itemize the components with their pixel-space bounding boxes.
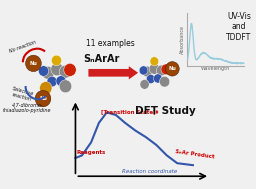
Text: No reaction: No reaction [9, 40, 37, 54]
Circle shape [47, 76, 57, 87]
Text: [Transition State]‡: [Transition State]‡ [101, 109, 158, 114]
Text: Absorbance: Absorbance [180, 25, 185, 54]
Circle shape [159, 76, 170, 87]
Text: Nu: Nu [29, 61, 37, 66]
Circle shape [59, 80, 72, 93]
Circle shape [51, 55, 61, 66]
Text: Wavelength: Wavelength [201, 67, 230, 71]
Text: Nu: Nu [168, 66, 176, 71]
Circle shape [165, 62, 179, 76]
Text: UV-Vis
and
TDDFT: UV-Vis and TDDFT [226, 12, 251, 42]
Text: Selective
reaction: Selective reaction [10, 86, 35, 102]
Circle shape [51, 63, 63, 76]
Text: Nu: Nu [39, 96, 47, 101]
Circle shape [149, 64, 159, 74]
Text: 11 examples: 11 examples [86, 40, 135, 48]
Circle shape [26, 55, 41, 72]
Text: SₙArAr: SₙArAr [84, 54, 120, 64]
Circle shape [38, 66, 49, 76]
Circle shape [140, 80, 149, 89]
Circle shape [150, 57, 159, 66]
Circle shape [154, 74, 162, 83]
FancyArrow shape [88, 66, 138, 79]
Circle shape [35, 90, 51, 107]
Text: 4,7-dibromo-
thiadiazolo-pyridine: 4,7-dibromo- thiadiazolo-pyridine [3, 103, 51, 113]
Circle shape [59, 65, 72, 78]
Circle shape [40, 82, 52, 94]
Circle shape [139, 66, 148, 75]
Circle shape [64, 63, 76, 76]
Text: SₙAr Product: SₙAr Product [175, 149, 215, 160]
Circle shape [161, 64, 171, 75]
Circle shape [146, 74, 155, 84]
Text: Reagents: Reagents [77, 150, 106, 155]
Text: Reaction coordinate: Reaction coordinate [122, 169, 177, 174]
Circle shape [56, 76, 66, 86]
Circle shape [142, 66, 152, 77]
Circle shape [156, 65, 167, 76]
Text: DFT Study: DFT Study [135, 106, 196, 116]
Circle shape [42, 66, 54, 79]
